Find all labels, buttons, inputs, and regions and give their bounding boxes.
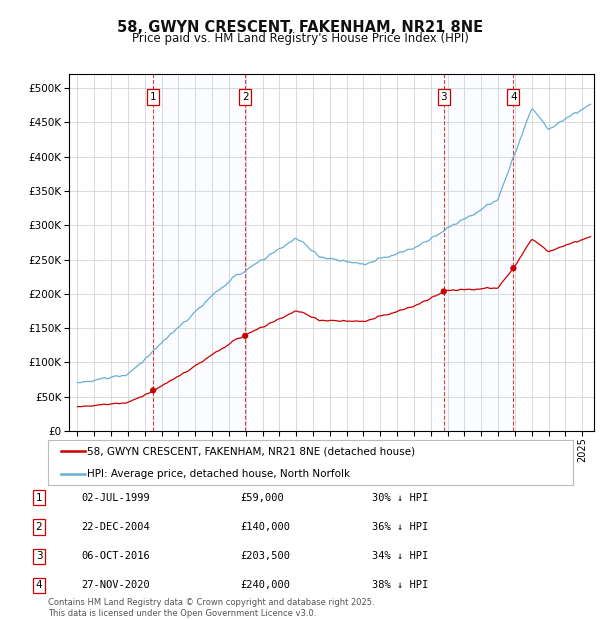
Text: 36% ↓ HPI: 36% ↓ HPI	[372, 522, 428, 532]
Text: 34% ↓ HPI: 34% ↓ HPI	[372, 551, 428, 561]
Text: Contains HM Land Registry data © Crown copyright and database right 2025.
This d: Contains HM Land Registry data © Crown c…	[48, 598, 374, 618]
Text: £240,000: £240,000	[240, 580, 290, 590]
Bar	[444, 74, 514, 431]
Point	[439, 286, 449, 296]
Text: 27-NOV-2020: 27-NOV-2020	[81, 580, 150, 590]
Point	[148, 386, 158, 396]
Text: £203,500: £203,500	[240, 551, 290, 561]
Text: 2: 2	[242, 92, 248, 102]
Text: 06-OCT-2016: 06-OCT-2016	[81, 551, 150, 561]
Text: 4: 4	[510, 92, 517, 102]
Point	[509, 264, 518, 273]
Bar	[153, 74, 245, 431]
Text: 2: 2	[35, 522, 43, 532]
Point	[241, 331, 250, 341]
Text: 38% ↓ HPI: 38% ↓ HPI	[372, 580, 428, 590]
Text: £140,000: £140,000	[240, 522, 290, 532]
Text: 58, GWYN CRESCENT, FAKENHAM, NR21 8NE: 58, GWYN CRESCENT, FAKENHAM, NR21 8NE	[117, 20, 483, 35]
Text: 58, GWYN CRESCENT, FAKENHAM, NR21 8NE (detached house): 58, GWYN CRESCENT, FAKENHAM, NR21 8NE (d…	[88, 446, 415, 456]
Text: 1: 1	[35, 493, 43, 503]
Text: Price paid vs. HM Land Registry's House Price Index (HPI): Price paid vs. HM Land Registry's House …	[131, 32, 469, 45]
Text: 30% ↓ HPI: 30% ↓ HPI	[372, 493, 428, 503]
Text: 4: 4	[35, 580, 43, 590]
Text: 02-JUL-1999: 02-JUL-1999	[81, 493, 150, 503]
Text: 3: 3	[35, 551, 43, 561]
Text: £59,000: £59,000	[240, 493, 284, 503]
Text: 3: 3	[440, 92, 447, 102]
Text: 1: 1	[150, 92, 157, 102]
Text: HPI: Average price, detached house, North Norfolk: HPI: Average price, detached house, Nort…	[88, 469, 350, 479]
Text: 22-DEC-2004: 22-DEC-2004	[81, 522, 150, 532]
